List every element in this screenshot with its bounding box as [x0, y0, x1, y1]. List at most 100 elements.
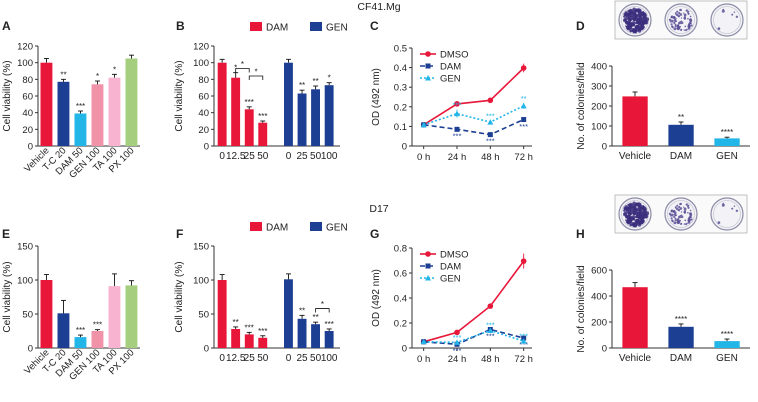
dish-rim: [713, 200, 741, 228]
colony-dot: [677, 23, 680, 26]
colony-dot: [623, 18, 628, 23]
colony-dot: [683, 207, 687, 211]
point-DMSO: [454, 329, 460, 336]
colony-dot: [680, 211, 683, 213]
colony-dot: [635, 14, 638, 17]
panel-letter-E: E: [2, 227, 10, 241]
colony-dot: [679, 207, 683, 210]
dish-rim: [713, 6, 741, 34]
legend-marker: [425, 63, 431, 69]
dish-rim: [667, 200, 695, 228]
colony-dot: [631, 205, 636, 210]
x-tick-label: 0: [219, 151, 225, 162]
significance-label: **: [521, 94, 527, 103]
colony-dot: [675, 207, 679, 211]
legend-swatch-GEN: [310, 222, 322, 231]
bar-25: [244, 109, 254, 146]
colony-dot: [637, 223, 642, 227]
point-DAM: [487, 132, 493, 138]
colony-dot: [675, 20, 677, 22]
colony-dot: [673, 27, 677, 31]
colony-dot: [689, 216, 692, 218]
colony-dot: [680, 215, 684, 219]
y-tick-label: 20: [198, 125, 209, 136]
significance-label: **: [678, 113, 684, 122]
significance-bracket: [235, 68, 250, 73]
bar-0: [217, 62, 227, 147]
y-axis-title: OD (492 nm): [371, 269, 382, 327]
x-tick-label: 0: [219, 353, 225, 364]
colony-dot: [670, 217, 673, 220]
colony-dot: [735, 15, 739, 18]
y-tick-label: 0: [602, 142, 607, 153]
x-tick-label: Vehicle: [619, 151, 652, 162]
bar-12.5: [231, 329, 241, 348]
legend-marker: [425, 275, 431, 281]
y-tick-label: 150: [17, 242, 33, 253]
y-tick-label: 400: [591, 62, 607, 73]
y-tick-label: 0.4: [394, 63, 407, 74]
series-line-GEN: [423, 329, 524, 344]
panel-letter-H: H: [576, 227, 585, 241]
legend-marker: [425, 251, 431, 257]
y-tick-label: 20: [22, 125, 33, 136]
x-tick-label: 0 h: [417, 152, 430, 163]
y-tick-label: 120: [17, 42, 33, 53]
colony-dot: [640, 14, 643, 18]
x-tick-label: 0: [286, 353, 292, 364]
significance-label: ***: [519, 331, 528, 340]
colony-dot: [633, 216, 635, 218]
bar-25: [297, 318, 307, 348]
bar-0: [284, 279, 293, 348]
y-axis-title: Cell viability (%): [174, 261, 185, 332]
bar-DAM: [668, 326, 694, 348]
y-axis-title: OD (492 nm): [371, 68, 382, 126]
legend-swatch-DAM: [250, 22, 262, 31]
bar-GEN 100: [91, 331, 104, 348]
colony-dot: [645, 20, 648, 23]
significance-bracket: [315, 308, 330, 313]
row-title-cf41: CF41.Mg: [357, 1, 400, 13]
y-tick-label: 0: [28, 344, 33, 355]
y-axis-title: Cell viability (%): [2, 261, 13, 332]
colony-dot: [639, 203, 642, 206]
x-tick-label: 50: [257, 151, 269, 162]
bracket-label: *: [241, 60, 244, 69]
colony-dot: [677, 210, 679, 212]
colony-dot: [628, 24, 631, 28]
colony-dot: [731, 207, 734, 210]
x-tick-label: 72 h: [514, 152, 533, 163]
bar-100: [324, 85, 334, 146]
significance-label: *: [328, 74, 331, 83]
legend-label-DAM: DAM: [440, 62, 461, 73]
y-tick-label: 80: [198, 75, 209, 86]
point-DMSO: [520, 258, 527, 264]
colony-dot: [625, 209, 630, 214]
y-tick-label: 300: [591, 82, 607, 93]
x-tick-label: 25: [244, 353, 256, 364]
colony-dot: [629, 204, 631, 206]
significance-label: ***: [258, 327, 267, 336]
colony-dot: [687, 17, 689, 20]
bar-GEN: [714, 341, 740, 348]
y-tick-label: 50: [22, 310, 33, 321]
x-tick-label: 24 h: [448, 354, 467, 365]
colony-dot: [677, 25, 681, 29]
colony-dot: [733, 205, 736, 208]
significance-label: *: [113, 65, 116, 74]
colony-dot: [642, 16, 646, 21]
colony-dot: [643, 13, 647, 17]
colony-dot: [678, 205, 681, 209]
colony-dot: [629, 30, 632, 32]
colony-dot: [717, 27, 721, 30]
panel-letter-A: A: [2, 19, 11, 33]
colony-dot: [687, 23, 691, 27]
legend-label-DAM: DAM: [266, 23, 288, 34]
colony-dot: [671, 25, 674, 29]
colony-dot: [674, 206, 677, 209]
dish-plate: [710, 3, 744, 37]
series-line-DMSO: [423, 260, 525, 343]
